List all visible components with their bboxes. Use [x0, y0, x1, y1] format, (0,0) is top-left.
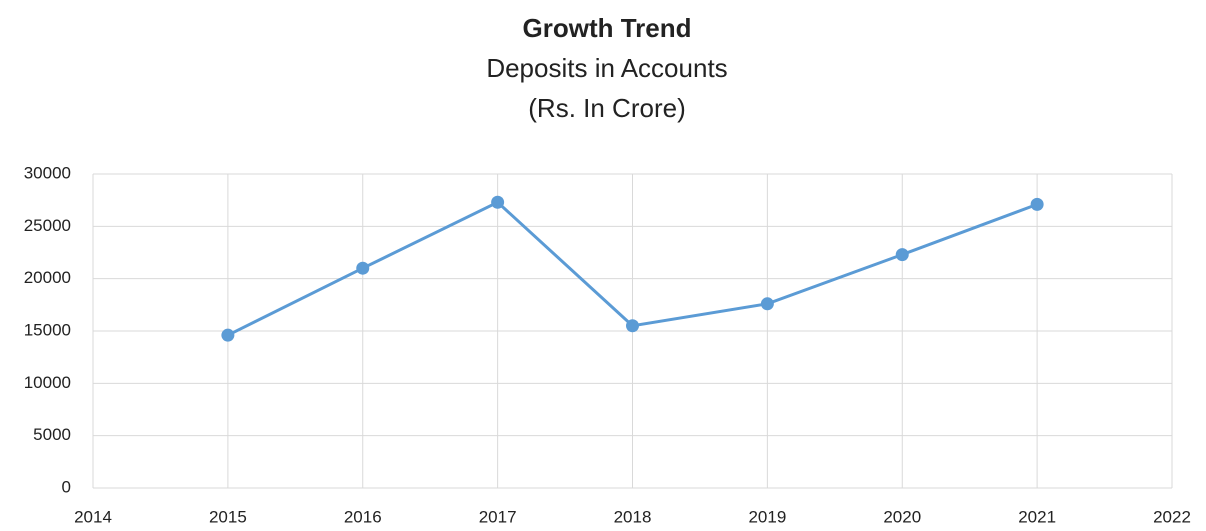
x-tick-label: 2019 — [748, 507, 786, 526]
y-tick-label: 5000 — [33, 425, 71, 444]
data-point — [356, 261, 370, 275]
y-tick-label: 30000 — [24, 163, 71, 182]
y-tick-label: 20000 — [24, 268, 71, 287]
y-tick-label: 0 — [62, 477, 71, 496]
data-point — [626, 319, 639, 333]
x-tick-label: 2017 — [479, 507, 517, 526]
x-tick-label: 2021 — [1018, 507, 1056, 526]
y-tick-label: 25000 — [24, 216, 71, 235]
data-point — [760, 297, 774, 311]
data-point — [895, 248, 909, 262]
x-tick-label: 2020 — [883, 507, 921, 526]
x-tick-label: 2015 — [209, 507, 247, 526]
data-point — [491, 195, 505, 209]
y-tick-label: 15000 — [24, 320, 71, 339]
data-point — [221, 328, 235, 342]
x-tick-label: 2022 — [1153, 507, 1191, 526]
x-tick-label: 2014 — [74, 507, 112, 526]
x-tick-label: 2018 — [614, 507, 652, 526]
chart-subtitle: (Rs. In Crore) — [528, 93, 685, 123]
x-tick-label: 2016 — [344, 507, 382, 526]
chart-subtitle: Deposits in Accounts — [486, 53, 727, 83]
data-point — [1030, 197, 1044, 211]
y-tick-label: 10000 — [24, 373, 71, 392]
chart-title: Growth Trend — [523, 13, 692, 43]
